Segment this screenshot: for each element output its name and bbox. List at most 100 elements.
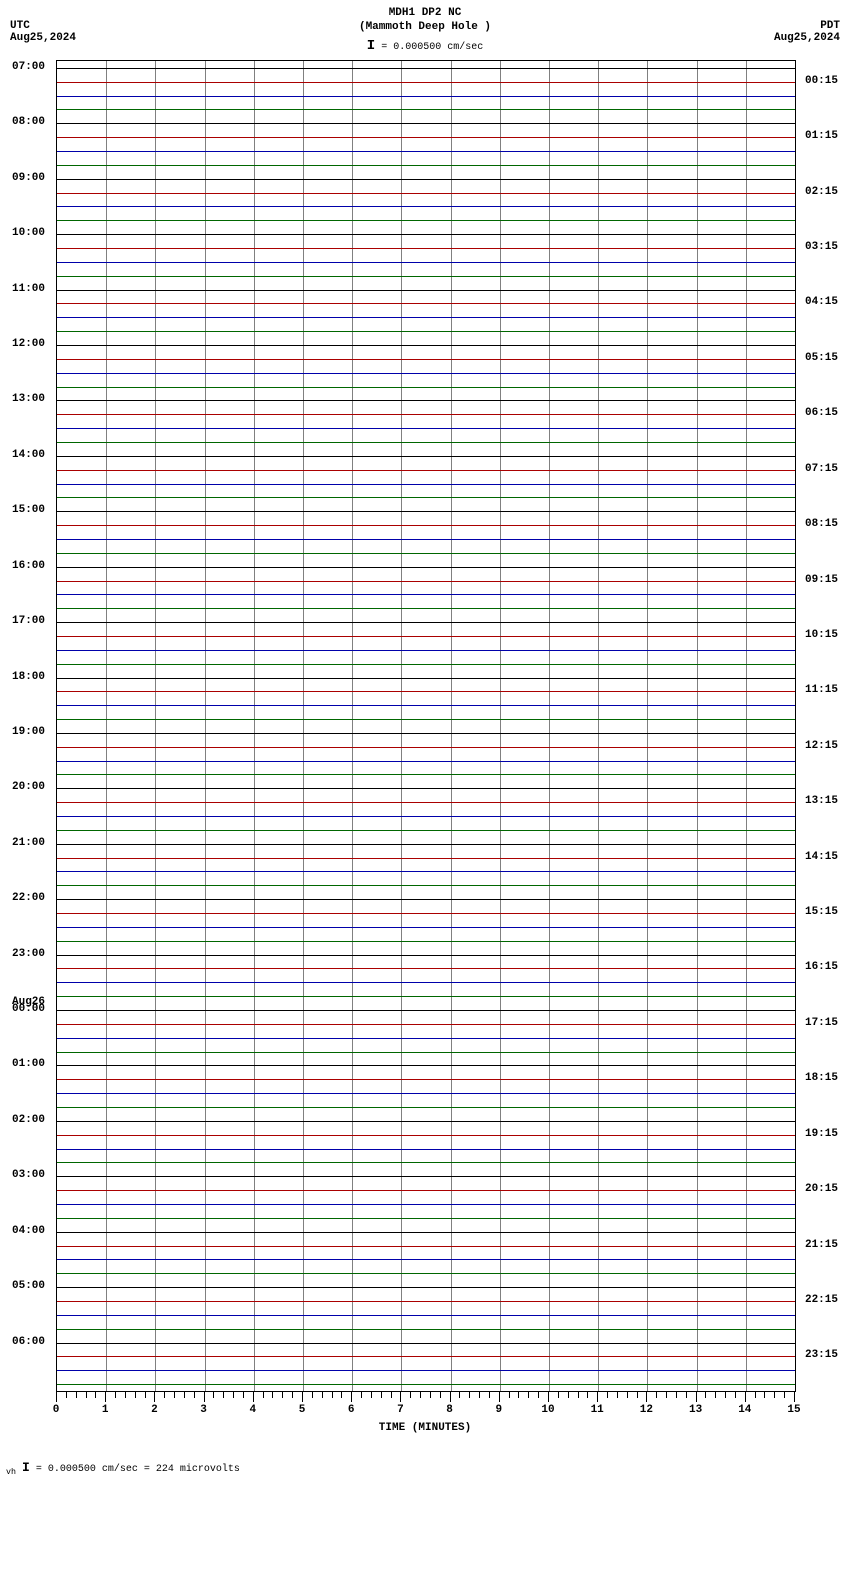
left-time-label: 14:00 bbox=[12, 449, 45, 461]
left-time-label: 10:00 bbox=[12, 227, 45, 239]
x-tick-minor bbox=[194, 1392, 195, 1398]
seismic-trace bbox=[57, 899, 795, 901]
right-time-label: 07:15 bbox=[805, 463, 838, 475]
x-tick-minor bbox=[578, 1392, 579, 1398]
seismic-trace bbox=[57, 220, 795, 222]
seismic-trace bbox=[57, 1301, 795, 1303]
scale-text: = 0.000500 cm/sec bbox=[381, 42, 483, 53]
seismic-trace bbox=[57, 262, 795, 264]
right-time-label: 05:15 bbox=[805, 352, 838, 364]
x-tick-label: 13 bbox=[689, 1404, 702, 1416]
x-tick-minor bbox=[440, 1392, 441, 1398]
x-tick-minor bbox=[66, 1392, 67, 1398]
x-tick-minor bbox=[489, 1392, 490, 1398]
x-tick-minor bbox=[666, 1392, 667, 1398]
seismic-trace bbox=[57, 858, 795, 860]
right-time-label: 11:15 bbox=[805, 684, 838, 696]
x-tick-label: 4 bbox=[249, 1404, 256, 1416]
x-tick-minor bbox=[312, 1392, 313, 1398]
utc-date: Aug25,2024 bbox=[10, 32, 76, 44]
seismic-trace bbox=[57, 484, 795, 486]
seismic-trace bbox=[57, 1370, 795, 1372]
seismic-trace bbox=[57, 1024, 795, 1026]
seismic-trace bbox=[57, 968, 795, 970]
x-tick-minor bbox=[332, 1392, 333, 1398]
left-time-label: 18:00 bbox=[12, 671, 45, 683]
x-tick-minor bbox=[518, 1392, 519, 1398]
x-tick-major bbox=[646, 1392, 647, 1402]
seismic-trace bbox=[57, 1038, 795, 1040]
left-time-label: 05:00 bbox=[12, 1280, 45, 1292]
seismic-trace bbox=[57, 1384, 795, 1386]
seismic-trace bbox=[57, 581, 795, 583]
seismic-trace bbox=[57, 317, 795, 319]
left-time-label: 17:00 bbox=[12, 615, 45, 627]
right-time-label: 14:15 bbox=[805, 851, 838, 863]
seismic-trace bbox=[57, 303, 795, 305]
x-tick-minor bbox=[233, 1392, 234, 1398]
seismic-trace bbox=[57, 885, 795, 887]
seismic-trace bbox=[57, 622, 795, 624]
x-tick-minor bbox=[469, 1392, 470, 1398]
utc-header: UTC Aug25,2024 bbox=[10, 20, 76, 44]
x-tick-major bbox=[253, 1392, 254, 1402]
x-tick-minor bbox=[627, 1392, 628, 1398]
seismic-trace bbox=[57, 996, 795, 998]
seismic-trace bbox=[57, 96, 795, 98]
seismic-trace bbox=[57, 511, 795, 513]
x-tick-minor bbox=[391, 1392, 392, 1398]
right-time-label: 01:15 bbox=[805, 130, 838, 142]
seismic-trace bbox=[57, 123, 795, 125]
footer-scale: vh I = 0.000500 cm/sec = 224 microvolts bbox=[6, 1460, 240, 1477]
seismic-trace bbox=[57, 1079, 795, 1081]
seismic-trace bbox=[57, 137, 795, 139]
footer-glyph: I bbox=[22, 1460, 30, 1475]
seismic-trace bbox=[57, 206, 795, 208]
x-tick-label: 10 bbox=[541, 1404, 554, 1416]
seismic-trace bbox=[57, 151, 795, 153]
x-tick-minor bbox=[420, 1392, 421, 1398]
left-time-label: 04:00 bbox=[12, 1225, 45, 1237]
x-axis-title: TIME (MINUTES) bbox=[0, 1422, 850, 1434]
x-tick-major bbox=[204, 1392, 205, 1402]
pdt-date: Aug25,2024 bbox=[774, 32, 840, 44]
x-tick-minor bbox=[371, 1392, 372, 1398]
right-time-label: 09:15 bbox=[805, 574, 838, 586]
seismic-trace bbox=[57, 1149, 795, 1151]
x-tick-minor bbox=[509, 1392, 510, 1398]
seismic-trace bbox=[57, 664, 795, 666]
right-time-label: 06:15 bbox=[805, 407, 838, 419]
x-tick-major bbox=[794, 1392, 795, 1402]
seismic-trace bbox=[57, 1343, 795, 1345]
x-tick-label: 6 bbox=[348, 1404, 355, 1416]
seismic-trace bbox=[57, 830, 795, 832]
right-time-label: 10:15 bbox=[805, 629, 838, 641]
x-tick-major bbox=[696, 1392, 697, 1402]
x-tick-major bbox=[400, 1392, 401, 1402]
seismic-trace bbox=[57, 1315, 795, 1317]
x-tick-major bbox=[745, 1392, 746, 1402]
seismic-trace bbox=[57, 400, 795, 402]
seismic-trace bbox=[57, 68, 795, 70]
x-tick-minor bbox=[361, 1392, 362, 1398]
seismic-trace bbox=[57, 359, 795, 361]
right-time-label: 12:15 bbox=[805, 740, 838, 752]
seismic-trace bbox=[57, 1065, 795, 1067]
seismic-trace bbox=[57, 276, 795, 278]
x-tick-label: 0 bbox=[53, 1404, 60, 1416]
x-tick-label: 8 bbox=[446, 1404, 453, 1416]
seismic-trace bbox=[57, 539, 795, 541]
x-tick-minor bbox=[764, 1392, 765, 1398]
seismic-trace bbox=[57, 456, 795, 458]
x-tick-minor bbox=[430, 1392, 431, 1398]
left-time-label: 03:00 bbox=[12, 1169, 45, 1181]
seismic-trace bbox=[57, 844, 795, 846]
x-tick-major bbox=[105, 1392, 106, 1402]
right-time-label: 18:15 bbox=[805, 1072, 838, 1084]
seismic-trace bbox=[57, 636, 795, 638]
x-tick-minor bbox=[735, 1392, 736, 1398]
x-tick-minor bbox=[341, 1392, 342, 1398]
seismic-trace bbox=[57, 788, 795, 790]
x-tick-minor bbox=[145, 1392, 146, 1398]
x-tick-major bbox=[450, 1392, 451, 1402]
